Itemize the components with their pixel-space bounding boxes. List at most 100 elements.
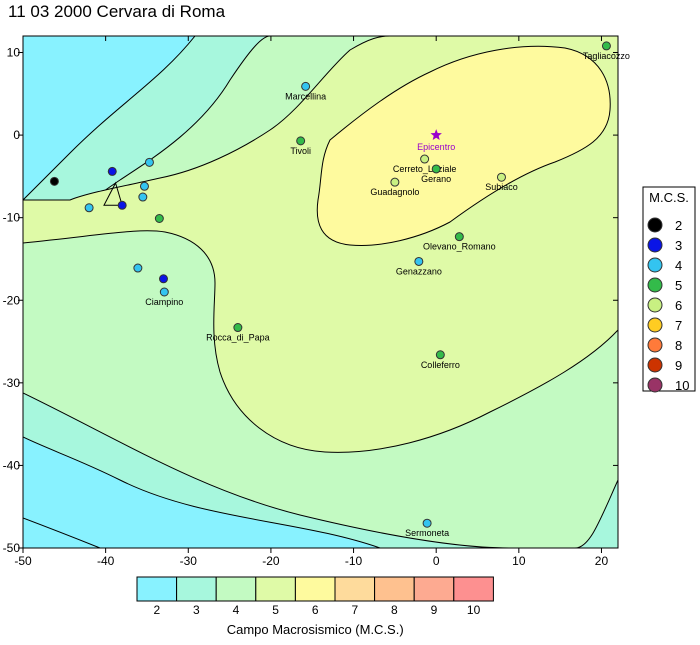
colorbar-label: 5 xyxy=(272,603,279,617)
intensity-point xyxy=(390,177,400,187)
intensity-point xyxy=(154,214,164,224)
intensity-point xyxy=(601,41,611,51)
colorbar-label: 4 xyxy=(233,603,240,617)
intensity-point xyxy=(158,274,168,284)
cluster-outline xyxy=(103,181,123,206)
x-tick-label: 0 xyxy=(433,554,440,568)
colorbar-label: 3 xyxy=(193,603,200,617)
x-tick-label: 20 xyxy=(595,554,609,568)
intensity-point xyxy=(138,192,148,202)
colorbar-label: 9 xyxy=(431,603,438,617)
colorbar-cell xyxy=(334,576,376,602)
intensity-point xyxy=(49,176,59,186)
intensity-point xyxy=(84,203,94,213)
x-tick-label: -20 xyxy=(262,554,280,568)
colorbar-label: 7 xyxy=(351,603,358,617)
intensity-point xyxy=(414,256,424,266)
colorbar: 2 3 4 5 6 7 8 9 10 Campo Macrosismico (M.C.S.) xyxy=(136,576,494,637)
x-tick-label: -40 xyxy=(97,554,115,568)
legend-label: 4 xyxy=(675,258,682,273)
colorbar-cell xyxy=(255,576,296,602)
x-tick-label: -50 xyxy=(14,554,32,568)
site-label: Tagliacozzo xyxy=(583,51,630,61)
legend-label: 5 xyxy=(675,278,682,293)
axis-ticks: -50 -40 -30 -20 -10 0 10 20 10 0 -10 -20 -30 -40 -50 xyxy=(3,36,618,568)
legend-swatch xyxy=(647,337,663,353)
intensity-point xyxy=(139,181,149,191)
x-tick-label: -30 xyxy=(180,554,198,568)
intensity-point xyxy=(301,81,311,91)
y-tick-label: 0 xyxy=(13,128,20,142)
chart-title: 11 03 2000 Cervara di Roma xyxy=(8,2,226,21)
legend-label: 7 xyxy=(675,318,682,333)
colorbar-cell xyxy=(176,576,217,602)
site-label: Tivoli xyxy=(290,146,311,156)
site-label: Ciampino xyxy=(145,297,183,307)
mcs-legend: M.C.S. 2 3 4 5 6 7 8 9 10 xyxy=(642,186,696,393)
colorbar-cell xyxy=(136,576,178,602)
contour-line-3b xyxy=(23,517,101,548)
colorbar-cell xyxy=(294,576,336,602)
colorbar-label: 10 xyxy=(467,603,481,617)
colorbar-cell xyxy=(374,576,415,602)
y-tick-label: -20 xyxy=(3,293,21,307)
intensity-point xyxy=(454,232,464,242)
legend-label: 6 xyxy=(675,298,682,313)
intensity-point xyxy=(233,323,243,333)
contour-layer xyxy=(23,36,618,548)
colorbar-cell xyxy=(413,576,455,602)
site-label: Gerano xyxy=(421,174,451,184)
legend-swatch xyxy=(647,237,663,253)
colorbar-label: 8 xyxy=(391,603,398,617)
legend-label: 8 xyxy=(675,338,682,353)
legend-label: 9 xyxy=(675,358,682,373)
site-label: Marcellina xyxy=(285,91,326,101)
colorbar-label: 6 xyxy=(312,603,319,617)
contour-band-6 xyxy=(316,45,611,247)
legend-swatch xyxy=(647,357,663,373)
intensity-point xyxy=(296,136,306,146)
legend-label: 3 xyxy=(675,238,682,253)
intensity-point xyxy=(496,172,506,182)
intensity-point xyxy=(431,164,441,174)
intensity-point xyxy=(159,287,169,297)
epicentre-label: Epicentro xyxy=(417,142,455,152)
site-label: Genazzano xyxy=(396,266,442,276)
intensity-point xyxy=(107,166,117,176)
site-label: Sermoneta xyxy=(405,528,449,538)
colorbar-caption: Campo Macrosismico (M.C.S.) xyxy=(227,622,404,637)
intensity-point xyxy=(420,154,430,164)
y-tick-label: -10 xyxy=(3,211,21,225)
x-tick-label: 10 xyxy=(512,554,526,568)
intensity-point xyxy=(144,157,154,167)
legend-swatch xyxy=(647,217,663,233)
legend-title: M.C.S. xyxy=(649,190,689,205)
site-label: Colleferro xyxy=(421,360,460,370)
intensity-points: Tagliacozzo Marcellina Tivoli Cerreto_Lazia… xyxy=(49,41,630,538)
intensity-point xyxy=(133,263,143,273)
intensity-point xyxy=(422,518,432,528)
site-label: Subiaco xyxy=(485,182,518,192)
y-tick-label: -30 xyxy=(3,376,21,390)
intensity-point xyxy=(435,350,445,360)
site-label: Olevano_Romano xyxy=(423,242,496,252)
legend-swatch xyxy=(647,317,663,333)
y-tick-label: -40 xyxy=(3,458,21,472)
x-tick-label: -10 xyxy=(345,554,363,568)
site-label: Rocca_di_Papa xyxy=(206,333,270,343)
y-tick-label: -50 xyxy=(3,541,21,555)
epicentre-star-icon xyxy=(430,129,442,140)
legend-swatch xyxy=(647,277,663,293)
intensity-point xyxy=(117,200,127,210)
colorbar-cell xyxy=(215,576,257,602)
legend-swatch xyxy=(647,257,663,273)
legend-swatch xyxy=(647,297,663,313)
plot-frame xyxy=(22,35,619,549)
site-label: Guadagnolo xyxy=(370,187,419,197)
legend-swatch xyxy=(647,377,663,393)
legend-label: 10 xyxy=(675,378,689,393)
y-tick-label: 10 xyxy=(7,46,21,60)
site-label: Cerreto_Laziale xyxy=(393,164,457,174)
colorbar-cell xyxy=(453,576,494,602)
